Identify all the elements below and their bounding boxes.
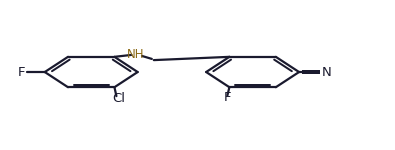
Text: F: F	[224, 91, 231, 104]
Text: NH: NH	[127, 48, 145, 61]
Text: Cl: Cl	[112, 92, 125, 105]
Text: N: N	[322, 66, 331, 79]
Text: F: F	[18, 66, 26, 79]
